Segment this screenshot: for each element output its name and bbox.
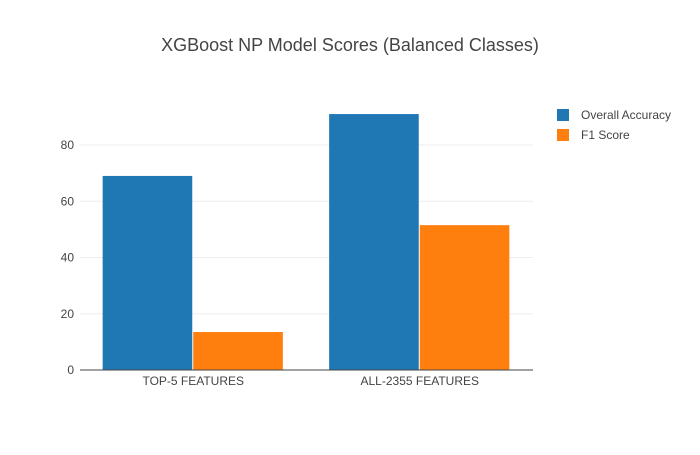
legend-label: F1 Score [581, 128, 630, 142]
bars [102, 114, 510, 370]
bar-f1-score-1[interactable] [419, 225, 510, 370]
legend-label: Overall Accuracy [581, 108, 671, 122]
y-tick-label: 0 [67, 363, 74, 377]
bar-f1-score-0[interactable] [193, 332, 283, 370]
y-tick-label: 60 [61, 194, 75, 208]
legend[interactable]: Overall Accuracy F1 Score [557, 108, 671, 142]
legend-item-overall-accuracy[interactable]: Overall Accuracy [557, 108, 671, 122]
axes: 0 20 40 60 80 TOP-5 FEATURES ALL-2355 FEATURES [61, 138, 533, 388]
y-tick-label: 40 [61, 251, 75, 265]
x-tick-label: ALL-2355 FEATURES [361, 374, 480, 388]
x-tick-label: TOP-5 FEATURES [142, 374, 244, 388]
chart-title: XGBoost NP Model Scores (Balanced Classe… [161, 35, 539, 55]
legend-item-f1-score[interactable]: F1 Score [557, 128, 630, 142]
y-tick-label: 80 [61, 138, 75, 152]
legend-swatch [557, 109, 569, 121]
y-tick-label: 20 [61, 307, 75, 321]
bar-overall-accuracy-0[interactable] [102, 175, 193, 370]
bar-overall-accuracy-1[interactable] [329, 114, 419, 370]
legend-swatch [557, 129, 569, 141]
